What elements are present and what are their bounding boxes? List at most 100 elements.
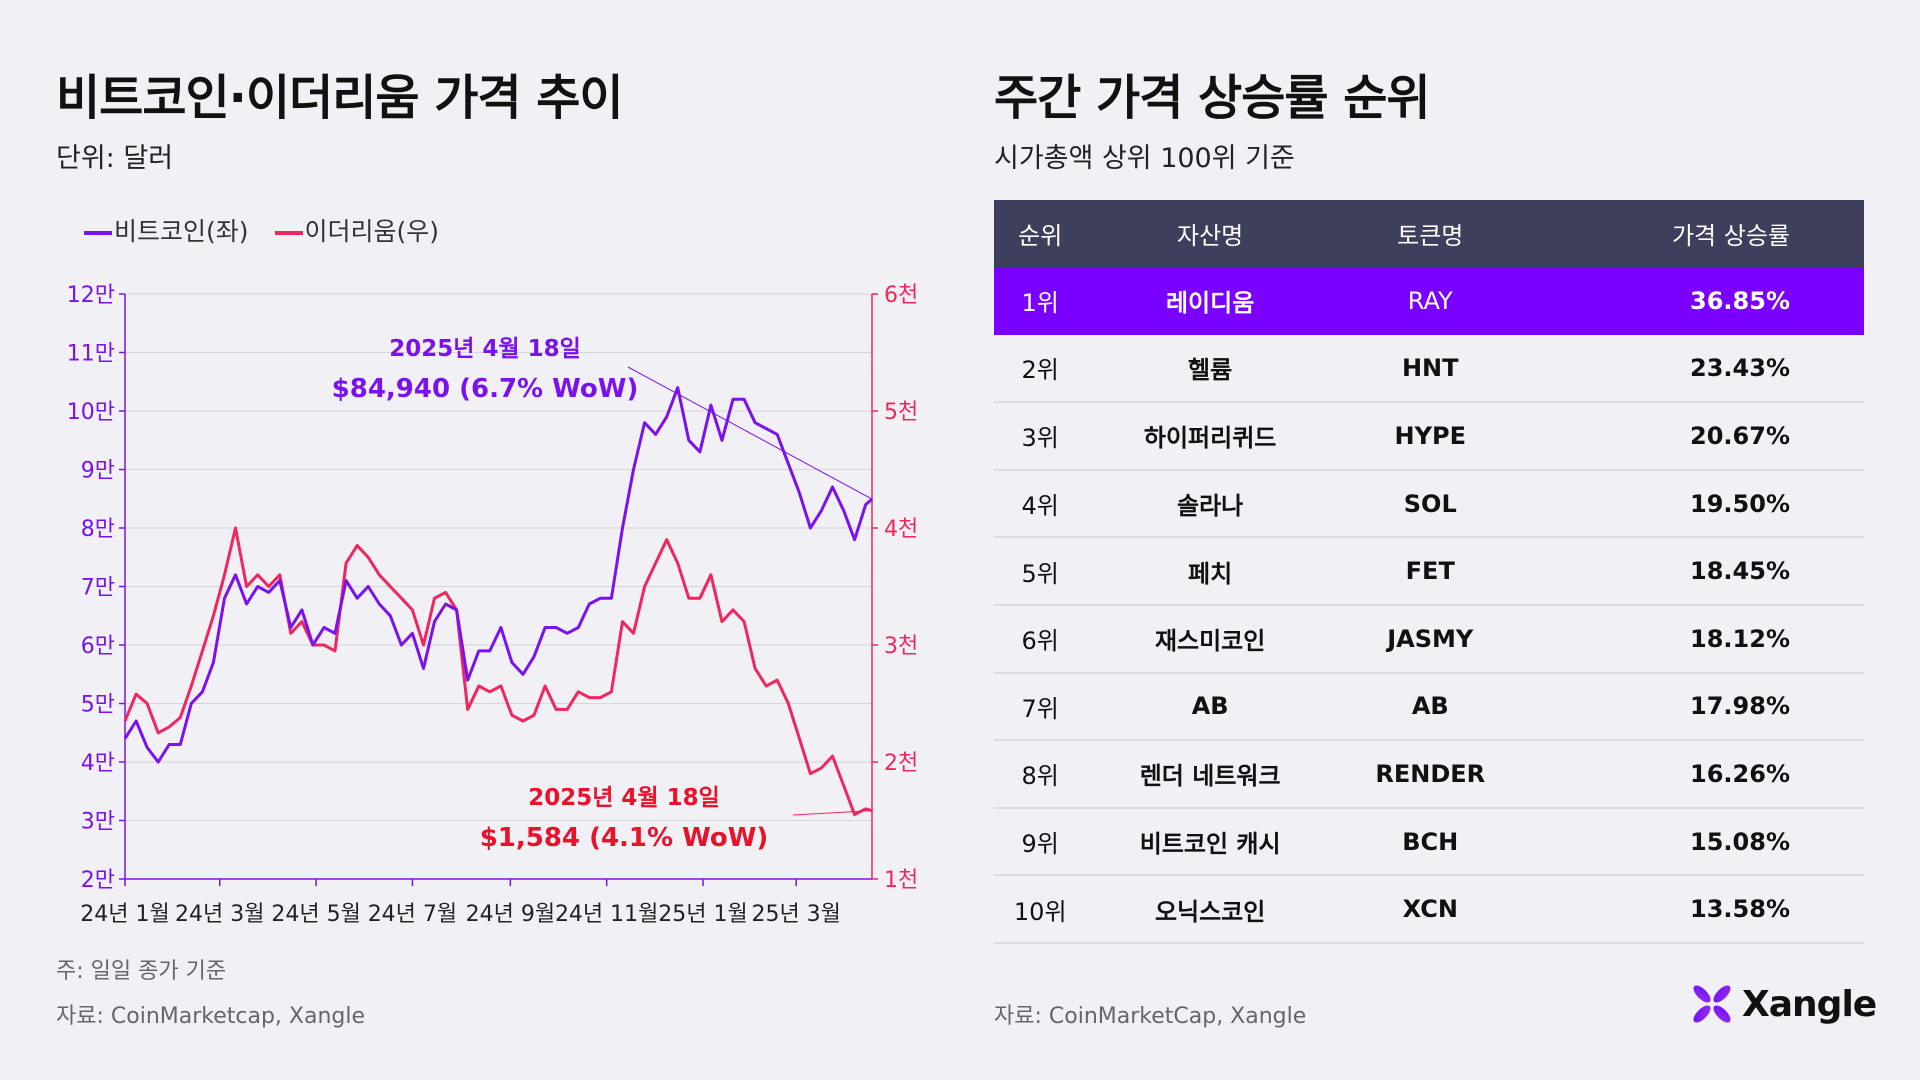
rank-cell: 7위	[994, 672, 1087, 742]
header-rank: 순위	[994, 200, 1087, 267]
token-cell: JASMY	[1333, 604, 1527, 674]
btc-swatch	[84, 231, 112, 235]
rank-cell: 4위	[994, 469, 1087, 539]
token-cell: XCN	[1333, 875, 1527, 944]
token-cell: RENDER	[1333, 740, 1527, 809]
y-right-tick-label: 4천	[884, 517, 918, 542]
y-left-tick-label: 2만	[81, 868, 115, 893]
token-cell: RAY	[1333, 267, 1527, 335]
y-left-tick-label: 8만	[81, 517, 115, 542]
table-header: 순위 자산명 토큰명 가격 상승률	[994, 200, 1864, 267]
y-left-tick-label: 10만	[67, 400, 115, 425]
asset-cell: 페치	[1086, 537, 1334, 606]
x-tick-label: 24년 5월	[271, 902, 360, 927]
change-cell: 20.67%	[1526, 402, 1864, 471]
change-cell: 23.43%	[1526, 334, 1864, 404]
chart-note: 주: 일일 종가 기준	[56, 959, 227, 984]
chart-title: 비트코인·이더리움 가격 추이	[56, 70, 624, 126]
btc-line	[123, 386, 873, 764]
asset-cell: 레이디움	[1086, 267, 1334, 335]
change-cell: 19.50%	[1526, 469, 1864, 539]
token-cell: HNT	[1333, 334, 1527, 404]
change-cell: 18.45%	[1526, 537, 1864, 606]
asset-cell: 재스미코인	[1086, 604, 1334, 674]
y-left-tick-label: 6만	[81, 634, 115, 659]
table-row: 4위 솔라나 SOL 19.50%	[994, 469, 1864, 539]
asset-cell: AB	[1086, 672, 1334, 742]
y-left-tick-label: 3만	[81, 810, 115, 835]
rank-cell: 8위	[994, 740, 1087, 809]
change-cell: 13.58%	[1526, 875, 1864, 944]
asset-cell: 하이퍼리퀴드	[1086, 402, 1334, 471]
table-row: 10위 오닉스코인 XCN 13.58%	[994, 875, 1864, 944]
y-right-tick-label: 1천	[884, 868, 918, 893]
legend-label: 비트코인(좌)	[114, 217, 249, 246]
x-tick-label: 24년 9월	[466, 902, 555, 927]
rank-cell: 10위	[994, 875, 1087, 944]
eth-annotation-value: $1,584 (4.1% WoW)	[480, 823, 769, 853]
y-right-tick-label: 3천	[884, 634, 918, 659]
eth-annotation-leader	[792, 810, 873, 816]
change-cell: 15.08%	[1526, 807, 1864, 877]
x-tick-label: 24년 7월	[368, 902, 457, 927]
header-asset: 자산명	[1086, 200, 1334, 267]
token-cell: AB	[1333, 672, 1527, 742]
change-cell: 18.12%	[1526, 604, 1864, 674]
y-right-tick-label: 2천	[884, 751, 918, 776]
legend-label: 이더리움(우)	[304, 217, 440, 246]
table-source: 자료: CoinMarketCap, Xangle	[994, 1004, 1307, 1029]
table-row: 3위 하이퍼리퀴드 HYPE 20.67%	[994, 402, 1864, 471]
asset-cell: 비트코인 캐시	[1086, 807, 1334, 877]
y-left-tick-label: 9만	[81, 459, 115, 484]
chart-unit: 단위: 달러	[56, 143, 174, 174]
rank-cell: 9위	[994, 807, 1087, 877]
change-cell: 36.85%	[1526, 267, 1864, 335]
btc-annotation-value: $84,940 (6.7% WoW)	[332, 374, 639, 404]
asset-cell: 렌더 네트워크	[1086, 740, 1334, 809]
y-left-tick-label: 5만	[81, 693, 115, 718]
xangle-wordmark: Xangle	[1742, 983, 1877, 1025]
x-tick-label: 24년 1월	[80, 902, 169, 927]
rank-cell: 2위	[994, 334, 1087, 404]
asset-cell: 오닉스코인	[1086, 875, 1334, 944]
btc-annotation-date: 2025년 4월 18일	[389, 336, 581, 362]
ranking-table: 순위 자산명 토큰명 가격 상승률 1위 레이디움 RAY 36.85% 2위 헬륨 HNT…	[994, 200, 1864, 944]
rank-cell: 3위	[994, 402, 1087, 471]
x-tick-label: 25년 1월	[658, 902, 747, 927]
btc-annotation-leader	[627, 366, 873, 500]
y-left-tick-label: 11만	[67, 342, 115, 367]
xangle-logo: Xangle	[1690, 982, 1877, 1026]
token-cell: FET	[1333, 537, 1527, 606]
rank-cell: 1위	[994, 267, 1087, 335]
table-row: 1위 레이디움 RAY 36.85%	[994, 267, 1864, 335]
y-right-tick-label: 6천	[884, 283, 918, 308]
eth-annotation-date: 2025년 4월 18일	[528, 785, 720, 811]
table-row: 6위 재스미코인 JASMY 18.12%	[994, 604, 1864, 674]
table-row: 5위 페치 FET 18.45%	[994, 537, 1864, 606]
rank-cell: 6위	[994, 604, 1087, 674]
table-row: 9위 비트코인 캐시 BCH 15.08%	[994, 807, 1864, 877]
y-left-tick-label: 7만	[81, 576, 115, 601]
x-tick-label: 25년 3월	[751, 902, 840, 927]
token-cell: HYPE	[1333, 402, 1527, 471]
chart-source: 자료: CoinMarketcap, Xangle	[56, 1004, 366, 1029]
legend-item-btc: 비트코인(좌)	[84, 212, 249, 248]
header-token: 토큰명	[1333, 200, 1527, 267]
rank-cell: 5위	[994, 537, 1087, 606]
y-right-tick-label: 5천	[884, 400, 918, 425]
change-cell: 17.98%	[1526, 672, 1864, 742]
table-subtitle: 시가총액 상위 100위 기준	[994, 143, 1295, 174]
table-row: 8위 렌더 네트워크 RENDER 16.26%	[994, 740, 1864, 809]
header-change: 가격 상승률	[1526, 200, 1864, 267]
legend-item-eth: 이더리움(우)	[274, 212, 440, 248]
table-title: 주간 가격 상승률 순위	[994, 70, 1431, 126]
token-cell: SOL	[1333, 469, 1527, 539]
price-chart: 2만 3만 4만 5만 6만 7만 8만 9만 10만 11만 12만 1천 2천 3천 4천 5천 6천 24년…	[67, 283, 918, 927]
x-tick-label: 24년 3월	[175, 902, 264, 927]
asset-cell: 솔라나	[1086, 469, 1334, 539]
y-left-tick-label: 4만	[81, 751, 115, 776]
asset-cell: 헬륨	[1086, 334, 1334, 404]
y-left-tick-label: 12만	[67, 283, 115, 308]
chart-legend: 비트코인(좌) 이더리움(우)	[84, 212, 439, 248]
table-row: 2위 헬륨 HNT 23.43%	[994, 334, 1864, 404]
